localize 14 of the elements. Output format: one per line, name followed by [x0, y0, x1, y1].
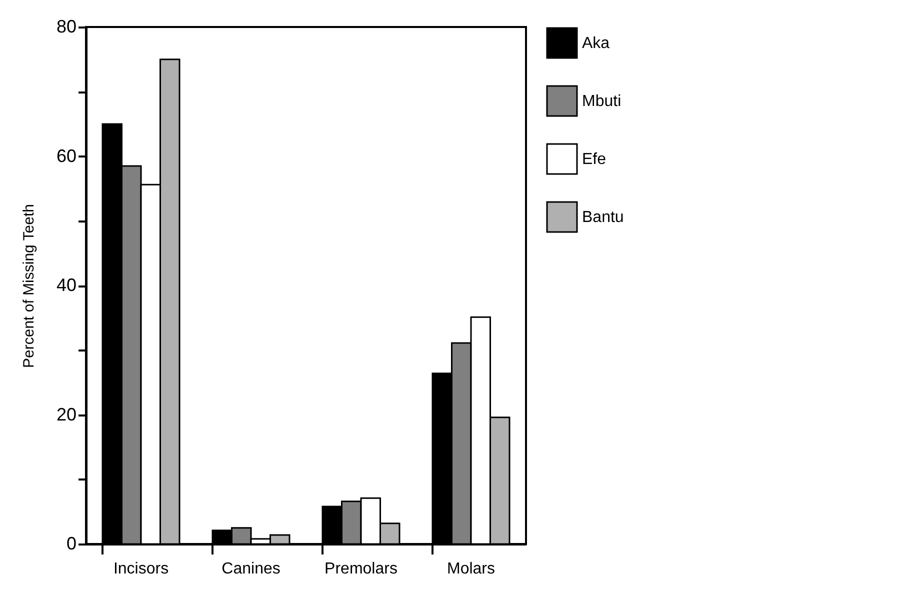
y-tick-label: 60: [56, 146, 76, 166]
x-tick-label: Canines: [222, 560, 280, 578]
y-tick-label: 0: [66, 534, 76, 554]
legend-label: Bantu: [582, 209, 624, 226]
x-tick-label: Premolars: [324, 560, 398, 578]
x-tick-label: Molars: [446, 560, 496, 578]
legend-label: Efe: [582, 151, 606, 168]
y-tick-label: 20: [56, 404, 76, 424]
x-tick-label: Incisors: [113, 560, 169, 578]
y-tick-label: 80: [56, 16, 76, 36]
legend-label: Mbuti: [582, 93, 622, 110]
legend-label: Aka: [582, 35, 610, 52]
y-axis-title: Percent of Missing Teeth: [20, 204, 38, 368]
y-tick-label: 40: [56, 275, 76, 295]
